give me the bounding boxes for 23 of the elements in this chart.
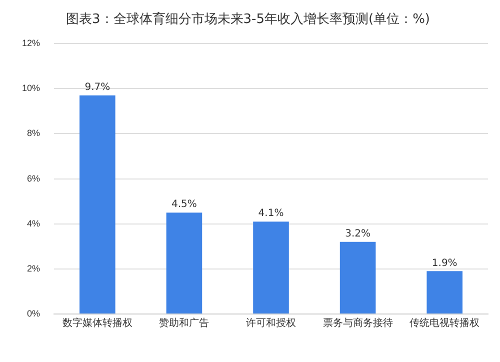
y-tick-label: 4% (27, 218, 40, 228)
data-label: 9.7% (84, 82, 110, 94)
bar (253, 222, 289, 314)
data-label: 4.1% (258, 208, 284, 220)
bar (340, 242, 376, 314)
y-tick-label: 8% (27, 128, 40, 138)
bar (80, 95, 116, 314)
x-tick-label: 票务与商务接待 (322, 316, 393, 329)
x-tick-label: 许可和授权 (246, 316, 296, 329)
data-label: 3.2% (345, 228, 371, 240)
bar (426, 271, 463, 314)
y-tick-label: 6% (27, 173, 40, 184)
y-tick-label: 2% (27, 263, 40, 274)
y-tick-label: 0% (27, 308, 40, 318)
y-tick-label: 10% (22, 83, 40, 94)
data-label: 1.9% (432, 258, 458, 269)
bar (166, 212, 202, 314)
x-tick-label: 赞助和广告 (159, 316, 210, 329)
x-tick-label: 传统电视转播权 (410, 316, 480, 329)
y-tick-label: 12% (22, 38, 40, 48)
x-tick-label: 数字媒体转播权 (62, 316, 132, 329)
chart-title: 图表3：全球体育细分市场未来3-5年收入增长率预测(单位：%) (66, 11, 430, 28)
data-label: 4.5% (172, 199, 197, 210)
